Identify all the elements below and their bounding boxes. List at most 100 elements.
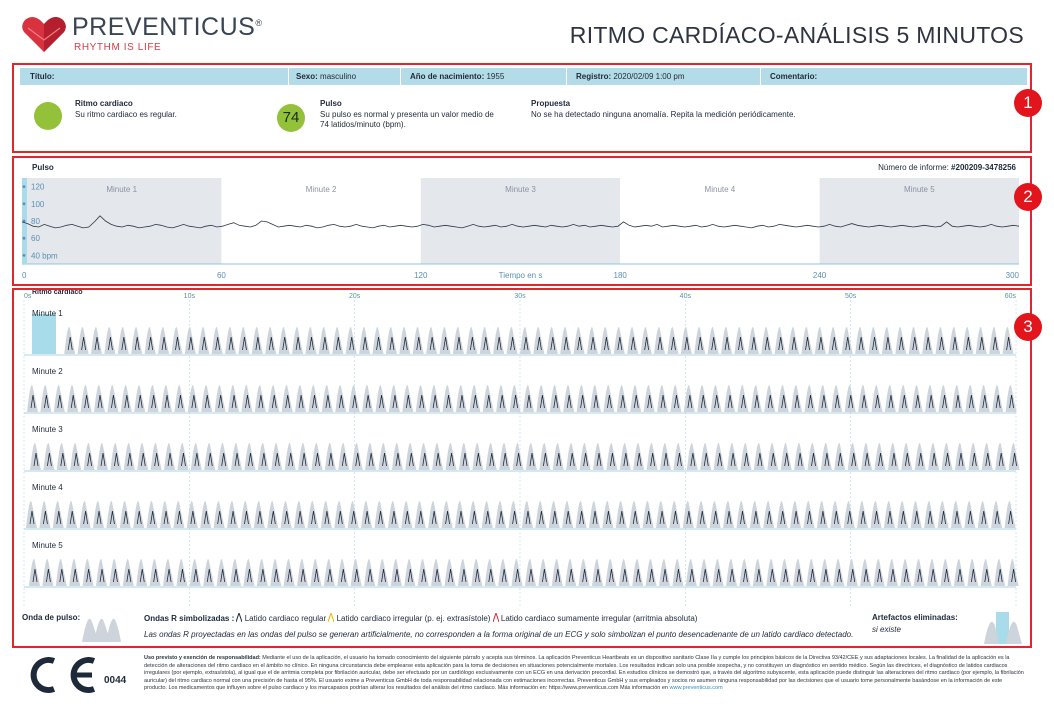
rhythm-text: Su ritmo cardiaco es regular. [75,110,177,119]
r-wave-mark [971,452,977,467]
r-wave-mark [270,510,276,525]
r-wave-mark [448,568,453,583]
r-wave-mark [590,336,596,351]
r-wave-mark [244,510,249,525]
r-wave-mark [783,568,789,583]
r-wave-mark [636,452,642,467]
r-wave-mark [163,510,169,525]
r-wave-mark [890,568,896,583]
r-wave-mark [751,336,757,351]
r-wave-mark [228,336,234,351]
r-wave-mark [784,452,790,467]
r-wave-mark [851,452,857,467]
brand-name: PREVENTICUS® [72,13,263,41]
r-wave-mark [864,452,870,467]
r-wave-mark [563,336,569,351]
r-wave-mark [526,394,532,409]
page-title: RITMO CARDÍACO-ANÁLISIS 5 MINUTOS [569,22,1024,48]
r-wave-mark [46,568,51,583]
r-wave-mark [769,568,775,583]
r-wave-mark [486,394,492,409]
r-wave-mark [861,394,867,409]
r-wave-mark [823,568,829,583]
notified-body-code: 0044 [104,675,127,686]
r-wave-mark [878,452,883,467]
r-wave-mark [512,510,517,525]
r-wave-mark [778,336,784,351]
pulse-value-badge: 74 [277,104,305,132]
r-wave-mark [139,568,145,583]
r-wave-mark [459,394,465,409]
r-wave-mark [220,568,226,583]
r-wave-mark [635,568,641,583]
r-wave-mark [268,336,274,351]
pulse-wave-legend-label: Onda de pulso: [22,613,81,622]
r-wave-mark [927,510,933,525]
r-wave-mark [711,336,717,351]
artifact-sample-icon [984,612,1022,644]
r-wave-mark [84,394,90,409]
y-tick-label: 100 [31,200,45,209]
r-wave-mark [124,394,130,409]
preventicus-link[interactable]: www.preventicus.com [669,685,723,692]
r-wave-mark [945,452,950,467]
r-wave-mark [206,568,212,583]
recording-field: Registro: 2020/02/09 1:00 pm [576,72,685,81]
time-tick-label: 10s [184,293,196,300]
report-number: Número de informe: #200209-3478256 [878,163,1016,172]
r-waves-legend: Ondas R simbolizadas : Latido cardiaco r… [144,611,698,623]
rhythm-section-label: Ritmo cardiaco [32,289,83,296]
comment-field: Comentario: [770,72,818,81]
r-wave-mark [858,336,864,351]
r-wave-mark [955,394,961,409]
pulse-frame [12,156,1032,286]
r-wave-mark [391,510,397,525]
r-wave-mark [311,510,316,525]
r-wave-mark [764,336,770,351]
r-wave-mark [449,452,454,467]
r-wave-mark [662,568,668,583]
r-wave-mark [630,336,636,351]
r-wave-mark [191,394,197,409]
r-wave-mark [994,510,1000,525]
r-wave-mark [364,510,370,525]
r-wave-mark [258,394,264,409]
r-wave-mark [1012,452,1017,467]
r-wave-mark [32,568,38,583]
row-label: Minute 4 [32,483,63,492]
r-wave-mark [657,336,663,351]
r-wave-mark [59,568,65,583]
r-wave-mark [875,394,880,409]
title-field: Título: [30,72,55,81]
r-wave-mark [60,452,66,467]
r-wave-mark [918,452,924,467]
r-wave-mark [341,452,347,467]
r-wave-mark [1006,336,1011,351]
r-wave-mark [247,568,252,583]
r-wave-mark [194,452,200,467]
r-wave-mark [863,568,869,583]
r-wave-mark [461,568,467,583]
r-wave-mark [248,452,253,467]
r-wave-mark [898,336,904,351]
x-tick-label: 0 [22,271,27,280]
r-wave-mark [395,452,401,467]
r-wave-mark [794,394,800,409]
r-wave-mark [569,452,575,467]
r-wave-mark [687,394,693,409]
r-wave-mark [516,452,521,467]
r-wave-mark [649,568,655,583]
r-wave-mark [699,510,705,525]
r-wave-mark [83,510,89,525]
pulse-section-label: Pulso [32,163,54,172]
summary-frame [12,63,1032,153]
minute-band-label: Minute 3 [505,185,536,194]
r-wave-mark [462,452,468,467]
r-wave-mark [885,336,891,351]
r-wave-mark [757,452,763,467]
r-wave-mark [402,336,408,351]
r-wave-mark [995,394,1001,409]
r-wave-mark [553,394,559,409]
r-wave-mark [703,452,709,467]
r-wave-mark [595,568,601,583]
